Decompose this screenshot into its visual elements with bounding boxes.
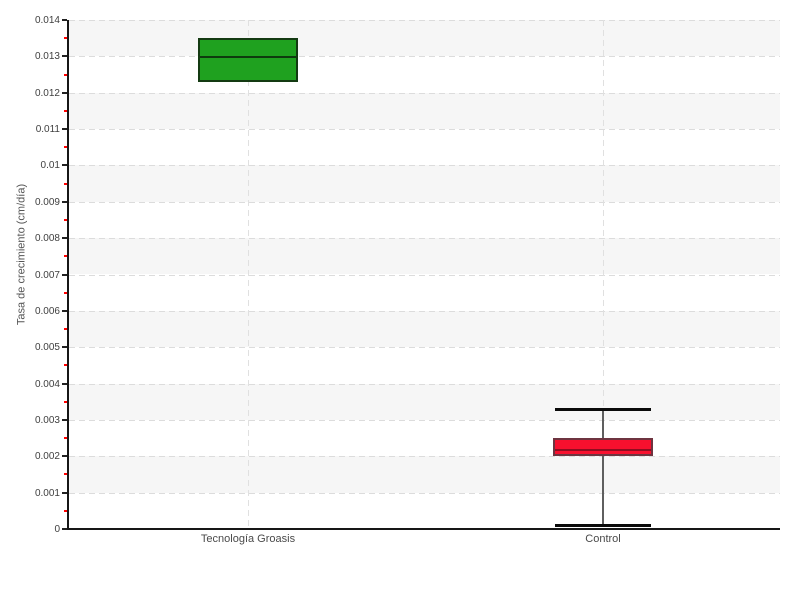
y-major-tick <box>62 91 67 94</box>
plot-band <box>69 20 780 57</box>
box-whisker-cap-low <box>555 523 651 527</box>
box-whisker-cap-high <box>555 407 651 411</box>
y-tick-label: 0.006 <box>34 305 60 317</box>
y-axis-title: Tasa de crecimiento (cm/día) <box>15 183 28 326</box>
h-gridline <box>69 274 780 276</box>
plot-band <box>69 201 780 239</box>
y-major-tick <box>62 273 67 276</box>
y-minor-tick <box>64 73 67 76</box>
y-tick-label: 0.011 <box>35 124 60 136</box>
h-gridline <box>69 419 780 421</box>
y-minor-tick <box>64 437 67 440</box>
h-gridline <box>69 492 780 494</box>
v-gridline <box>247 20 249 529</box>
y-major-tick <box>62 55 67 58</box>
h-gridline <box>69 165 780 167</box>
plot-band <box>69 492 780 529</box>
y-minor-tick <box>64 109 67 112</box>
y-tick-label: 0.004 <box>34 378 60 390</box>
x-axis-line <box>67 528 780 530</box>
plot-band <box>69 129 780 166</box>
y-minor-tick <box>64 328 67 331</box>
box-tecnolog-a-groasis <box>198 38 298 82</box>
v-gridline <box>602 20 604 529</box>
h-gridline <box>69 201 780 203</box>
x-tick-label: Tecnología Groasis <box>200 533 296 545</box>
box-control <box>553 438 653 457</box>
h-gridline <box>69 56 780 58</box>
y-minor-tick <box>64 255 67 258</box>
y-minor-tick <box>64 509 67 512</box>
h-gridline <box>69 92 780 94</box>
y-minor-tick <box>64 400 67 403</box>
plot-area <box>69 20 780 529</box>
plot-band <box>69 347 780 384</box>
h-gridline <box>69 238 780 240</box>
x-tick-label: Control <box>585 533 621 545</box>
y-tick-label: 0.001 <box>34 487 60 499</box>
y-minor-tick <box>64 473 67 476</box>
box-whisker-line <box>602 409 604 526</box>
y-minor-tick <box>64 291 67 294</box>
y-tick-label: 0.009 <box>34 196 60 208</box>
y-axis-line <box>67 20 69 530</box>
y-minor-tick <box>64 364 67 367</box>
h-gridline <box>69 347 780 349</box>
y-minor-tick <box>64 146 67 149</box>
y-minor-tick <box>64 37 67 40</box>
h-gridline <box>69 20 780 21</box>
y-major-tick <box>62 237 67 240</box>
y-tick-label: 0.008 <box>34 233 60 245</box>
y-major-tick <box>62 128 67 131</box>
y-tick-label: 0.005 <box>34 342 60 354</box>
y-major-tick <box>62 528 67 530</box>
y-major-tick <box>62 19 67 21</box>
y-tick-label: 0.003 <box>34 414 60 426</box>
plot-band <box>69 92 780 130</box>
plot-band <box>69 274 780 311</box>
y-tick-label: 0.012 <box>34 87 60 99</box>
y-major-tick <box>62 346 67 349</box>
plot-band <box>69 419 780 457</box>
y-major-tick <box>62 164 67 167</box>
y-tick-label: 0 <box>54 524 60 535</box>
y-major-tick <box>62 382 67 385</box>
plot-band <box>69 56 780 93</box>
y-minor-tick <box>64 182 67 185</box>
y-tick-label: 0.01 <box>40 160 60 172</box>
y-minor-tick <box>64 218 67 221</box>
y-tick-label: 0.007 <box>34 269 60 281</box>
y-major-tick <box>62 455 67 458</box>
y-major-tick <box>62 200 67 203</box>
y-tick-label: 0.014 <box>34 15 60 26</box>
h-gridline <box>69 129 780 131</box>
plot-band <box>69 310 780 348</box>
plot-band <box>69 456 780 493</box>
box-median-line <box>200 56 296 59</box>
h-gridline <box>69 456 780 458</box>
plot-band <box>69 238 780 275</box>
y-major-tick <box>62 491 67 494</box>
y-tick-label: 0.013 <box>34 51 60 63</box>
y-tick-label: 0.002 <box>34 451 60 463</box>
y-major-tick <box>62 418 67 421</box>
box-median-line <box>555 449 651 451</box>
plot-band <box>69 165 780 202</box>
plot-band <box>69 383 780 420</box>
h-gridline <box>69 310 780 312</box>
y-major-tick <box>62 309 67 312</box>
h-gridline <box>69 383 780 385</box>
